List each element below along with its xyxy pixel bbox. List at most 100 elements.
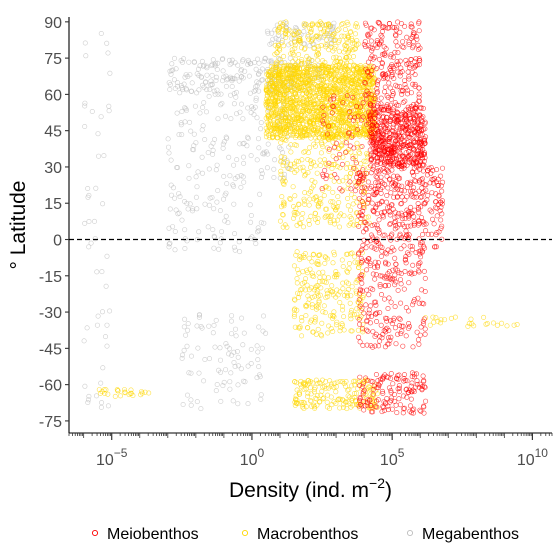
data-point [336, 224, 342, 230]
data-point [365, 399, 371, 405]
data-point [232, 247, 238, 253]
data-point [314, 49, 320, 55]
data-point [406, 107, 412, 113]
data-point [408, 383, 414, 389]
data-point [362, 80, 368, 86]
data-point [345, 21, 351, 27]
data-point [363, 66, 369, 72]
data-point [223, 213, 229, 219]
data-point [312, 194, 318, 200]
data-point [262, 55, 268, 61]
data-point [411, 214, 417, 220]
data-point [265, 151, 271, 157]
data-point [306, 218, 312, 224]
data-point [421, 162, 427, 168]
data-point [214, 381, 220, 387]
data-point [367, 140, 373, 146]
data-point [401, 372, 407, 378]
data-point [323, 132, 329, 138]
data-point [169, 61, 175, 67]
data-point [325, 330, 331, 336]
data-point [86, 244, 92, 250]
legend-label: Macrobenthos [257, 526, 358, 543]
data-point [314, 290, 320, 296]
data-point [213, 167, 219, 173]
data-point [292, 42, 298, 48]
data-point [394, 267, 400, 273]
data-point [301, 279, 307, 285]
data-point [201, 100, 207, 106]
data-point [407, 143, 413, 149]
data-point [375, 19, 381, 25]
data-point [421, 138, 427, 144]
data-point [219, 229, 225, 235]
data-point [421, 151, 427, 157]
data-point [390, 124, 396, 130]
data-point [282, 107, 288, 113]
data-point [237, 109, 243, 115]
data-point [279, 23, 285, 29]
data-point [385, 335, 391, 341]
data-point [314, 52, 320, 58]
data-point [345, 186, 351, 192]
data-point [368, 130, 374, 136]
data-point [298, 45, 304, 51]
data-point [399, 328, 405, 334]
data-point [232, 363, 238, 369]
data-point [266, 69, 272, 75]
data-point [337, 396, 343, 402]
data-point [343, 165, 349, 171]
data-point [302, 173, 308, 179]
y-tick-label: -30 [39, 305, 62, 322]
data-point [251, 112, 257, 118]
data-point [370, 393, 376, 399]
data-point [326, 47, 332, 53]
data-point [328, 23, 334, 29]
data-point [405, 143, 411, 149]
data-point [390, 93, 396, 99]
data-point [373, 169, 379, 175]
data-point [354, 77, 360, 83]
data-point [333, 274, 339, 280]
data-point [194, 90, 200, 96]
data-point [416, 269, 422, 275]
data-point [378, 210, 384, 216]
data-point [304, 132, 310, 138]
data-point [499, 320, 505, 326]
data-point [368, 152, 374, 158]
data-point [381, 165, 387, 171]
data-point [388, 147, 394, 153]
data-point [297, 325, 303, 331]
data-point [417, 381, 423, 387]
data-point [413, 190, 419, 196]
data-point [318, 82, 324, 88]
data-point [315, 46, 321, 52]
data-point [229, 331, 235, 337]
data-point [348, 404, 354, 410]
data-point [346, 120, 352, 126]
data-point [308, 161, 314, 167]
data-point [281, 43, 287, 49]
data-point [413, 104, 419, 110]
data-point [295, 110, 301, 116]
legend: Meiobenthos Macrobenthos Megabenthos [91, 526, 519, 543]
data-point [434, 167, 440, 173]
data-point [171, 77, 177, 83]
data-point [347, 29, 353, 35]
data-point [345, 67, 351, 73]
data-point [433, 244, 439, 250]
data-point [408, 389, 414, 395]
data-point [181, 56, 187, 62]
data-point [335, 27, 341, 33]
data-point [397, 117, 403, 123]
data-point [248, 346, 254, 352]
data-point [188, 88, 194, 94]
data-point [241, 160, 247, 166]
data-point [400, 323, 406, 329]
data-point [311, 85, 317, 91]
data-point [281, 92, 287, 98]
data-point [442, 317, 448, 323]
data-point [221, 196, 227, 202]
data-point [224, 181, 230, 187]
